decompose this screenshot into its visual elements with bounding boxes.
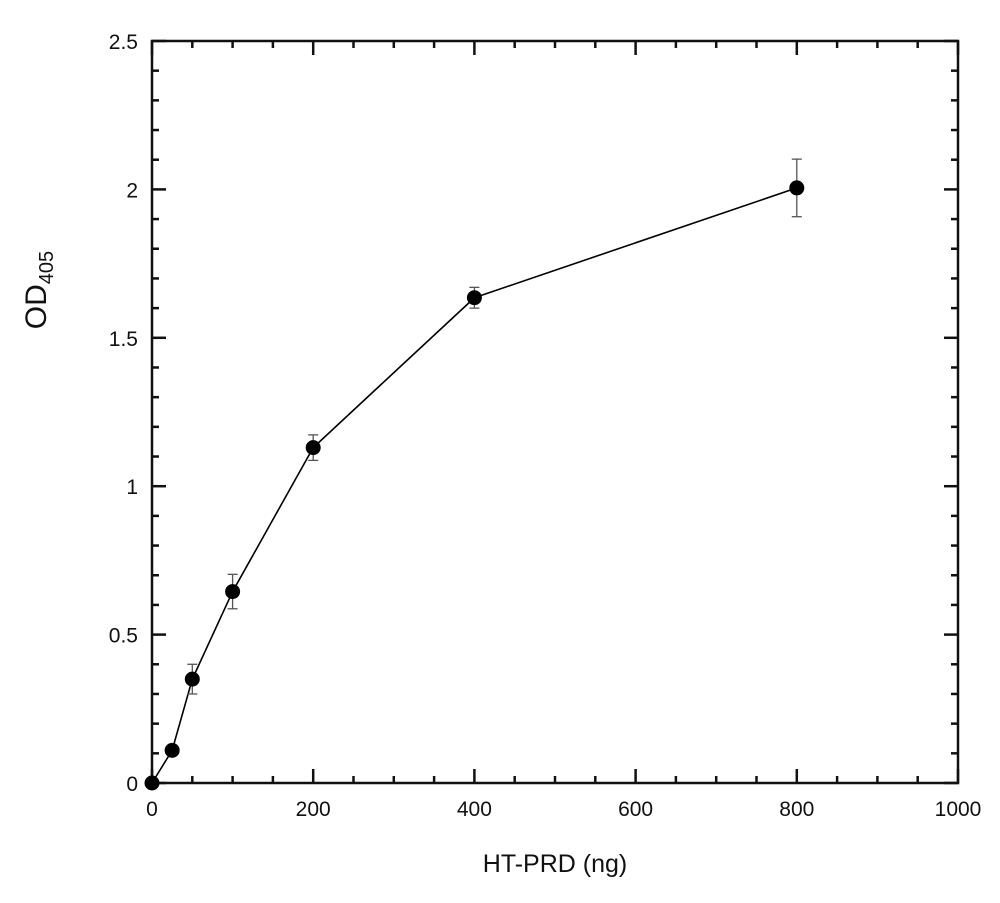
data-point — [184, 671, 200, 687]
x-tick-label: 600 — [618, 798, 653, 821]
y-axis-title-main: OD — [20, 284, 53, 329]
data-point — [789, 180, 805, 196]
data-point — [144, 775, 160, 791]
y-tick-labels: 0 0.5 1 1.5 2 2.5 — [109, 31, 138, 796]
axis-ticks — [150, 39, 960, 785]
series-group — [144, 158, 805, 791]
y-tick-label: 0.5 — [109, 625, 138, 648]
x-tick-labels: 0 200 400 600 800 1000 — [146, 798, 981, 821]
y-tick-label: 1 — [126, 476, 138, 499]
x-tick-label: 200 — [296, 798, 331, 821]
y-tick-label: 2 — [126, 179, 138, 202]
series-line — [151, 187, 798, 784]
y-axis-title: OD405 — [20, 251, 58, 329]
plot-frame — [150, 39, 960, 785]
y-axis-title-subscript: 405 — [36, 251, 58, 284]
x-tick-label: 400 — [457, 798, 492, 821]
x-tick-label: 0 — [146, 798, 158, 821]
y-tick-label: 0 — [126, 773, 138, 796]
x-tick-label: 1000 — [935, 798, 982, 821]
data-point — [305, 440, 321, 456]
y-tick-label: 2.5 — [109, 31, 138, 54]
x-axis-title: HT-PRD (ng) — [483, 850, 627, 878]
data-point — [225, 584, 241, 600]
data-point — [466, 290, 482, 306]
y-tick-label: 1.5 — [109, 328, 138, 351]
data-point — [164, 742, 180, 758]
x-tick-label: 800 — [779, 798, 814, 821]
